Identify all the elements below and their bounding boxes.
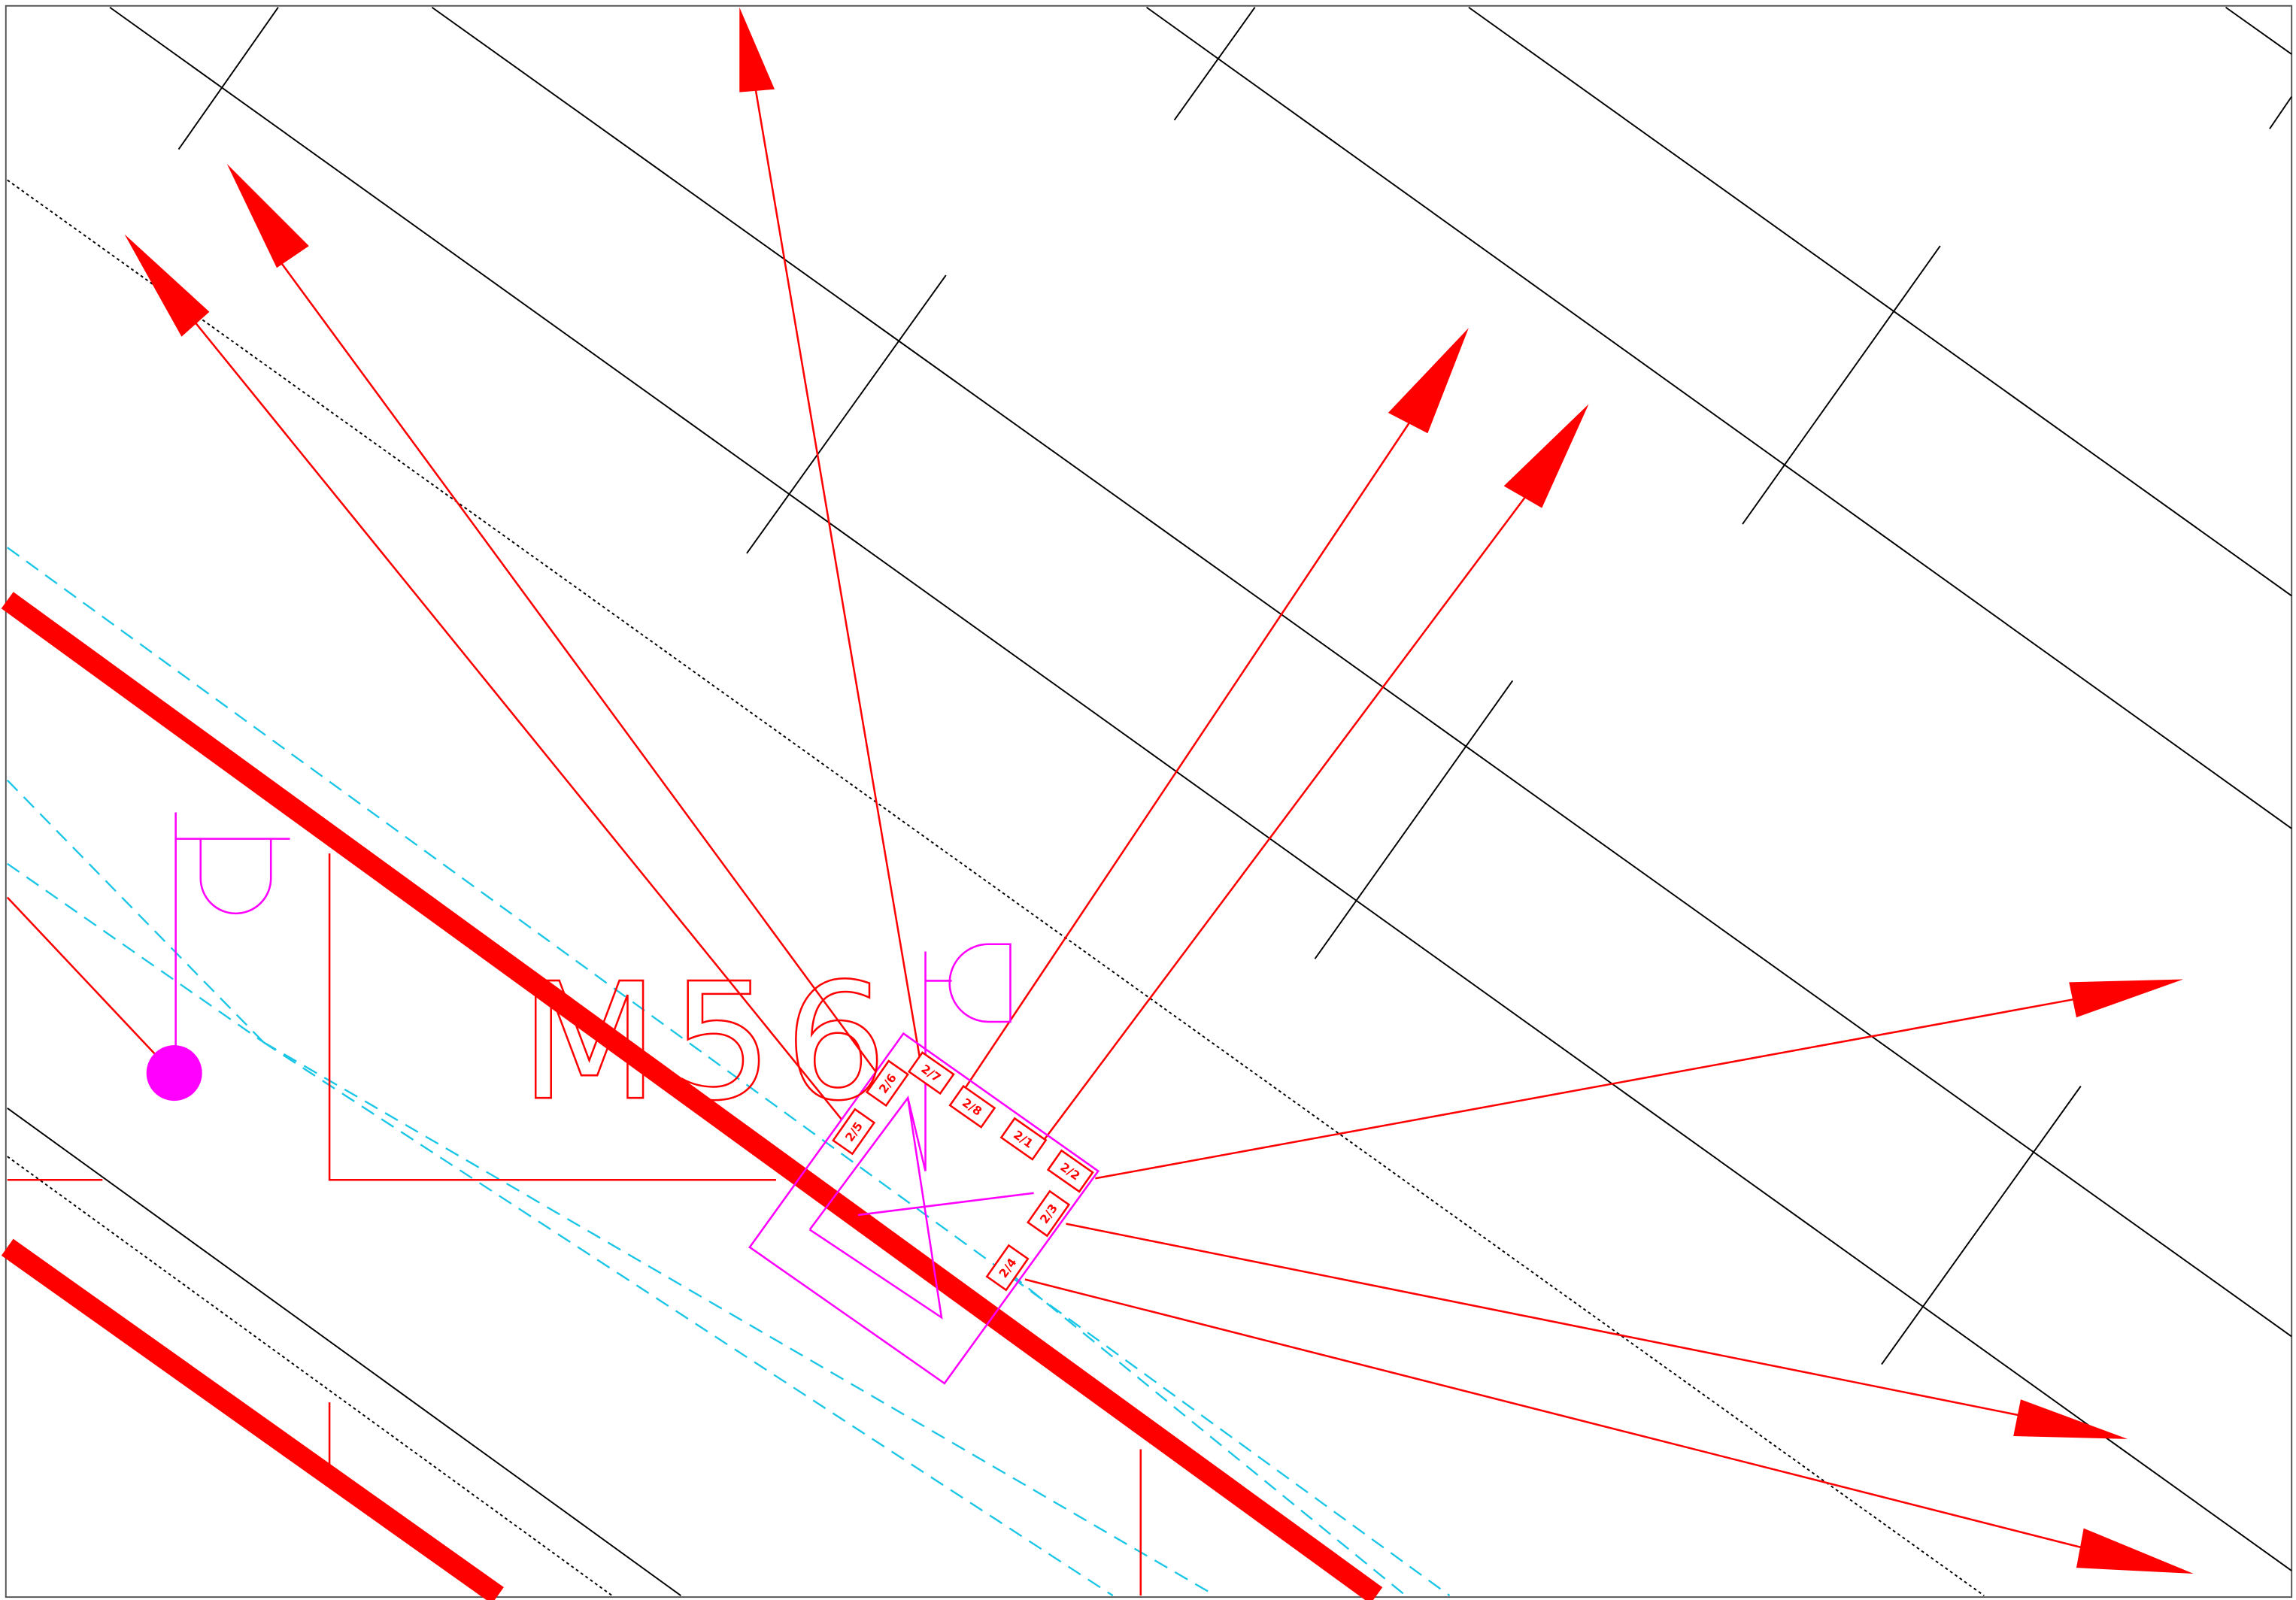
port: 2/4 xyxy=(985,1244,1030,1292)
port: 2/6 xyxy=(865,1059,909,1108)
port-box xyxy=(907,1051,955,1095)
black-lines xyxy=(7,6,2292,1596)
ports: 2/12/22/3 2/4 2/52/6 2/72/8 xyxy=(832,1051,1094,1292)
cyan-lines xyxy=(6,547,1451,1597)
port: 2/1 xyxy=(999,1117,1048,1161)
red-lines xyxy=(1,592,1383,1600)
arrows xyxy=(124,7,2194,1574)
port-box xyxy=(999,1117,1048,1161)
port-box xyxy=(1027,1189,1071,1238)
port-box xyxy=(832,1108,876,1156)
port-box xyxy=(985,1244,1030,1292)
frame xyxy=(5,5,2293,1598)
port: 2/2 xyxy=(1046,1149,1094,1193)
port-box xyxy=(865,1059,909,1108)
port: 2/5 xyxy=(832,1108,876,1156)
port: 2/7 xyxy=(907,1051,955,1095)
area-label: M56 xyxy=(520,948,899,1136)
port-box xyxy=(1046,1149,1094,1193)
port-box xyxy=(948,1084,996,1129)
port: 2/8 xyxy=(948,1084,996,1129)
node-marker xyxy=(146,1045,202,1102)
port: 2/3 xyxy=(1027,1189,1071,1238)
